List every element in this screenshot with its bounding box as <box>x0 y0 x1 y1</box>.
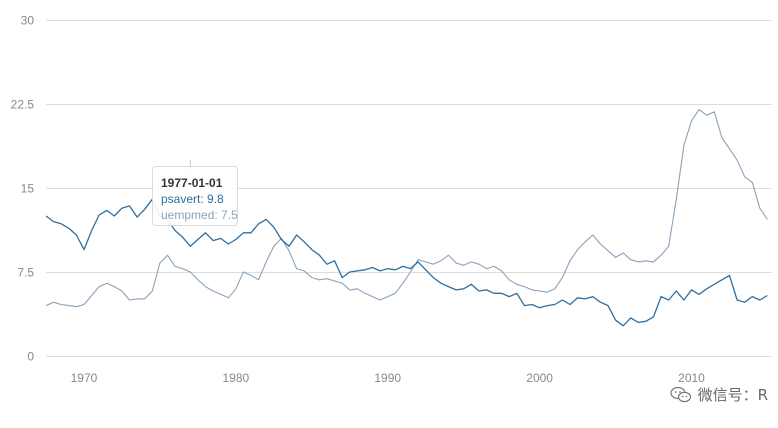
wechat-icon <box>669 386 691 402</box>
hover-tooltip: 1977-01-01 psavert: 9.8 uempmed: 7.5 <box>152 166 238 226</box>
watermark: 微信号：R <box>669 384 768 405</box>
y-tick-label: 22.5 <box>11 98 35 112</box>
x-tick-label: 1990 <box>374 371 401 385</box>
x-tick-label: 2010 <box>678 371 705 385</box>
y-tick-label: 30 <box>21 14 35 28</box>
x-tick-label: 1980 <box>223 371 250 385</box>
x-axis-ticks: 1970 1980 1990 2000 2010 <box>71 371 706 385</box>
y-tick-label: 7.5 <box>17 266 34 280</box>
x-tick-label: 1970 <box>71 371 98 385</box>
x-tick-label: 2000 <box>526 371 553 385</box>
tooltip-uempmed: uempmed: 7.5 <box>161 208 238 222</box>
tooltip-date: 1977-01-01 <box>161 176 223 190</box>
y-axis-ticks: 0 7.5 15 22.5 30 <box>11 14 35 364</box>
watermark-text: 微信号：R <box>697 386 768 404</box>
series-line-uempmed <box>45 109 768 308</box>
y-tick-label: 15 <box>21 182 35 196</box>
y-tick-label: 0 <box>27 350 34 364</box>
tooltip-psavert: psavert: 9.8 <box>161 192 224 206</box>
